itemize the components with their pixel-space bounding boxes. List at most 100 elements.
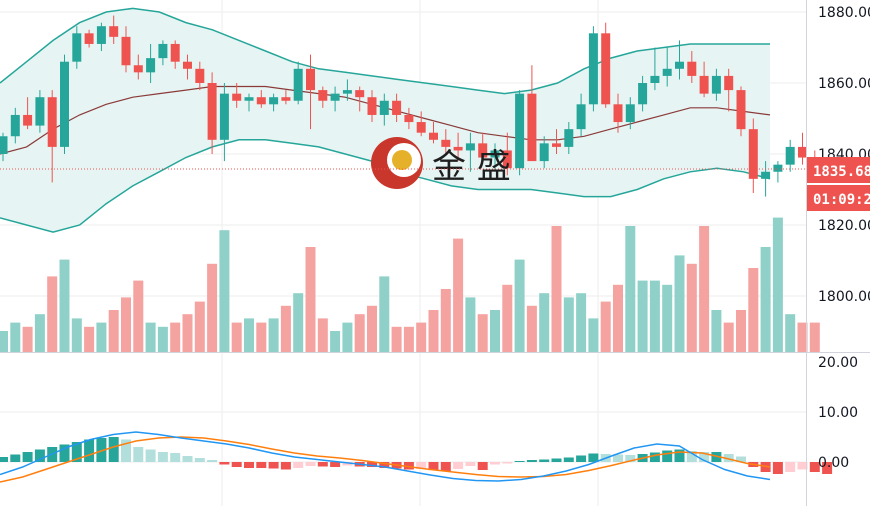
macd-histogram-bar <box>711 452 722 462</box>
candle-body <box>195 68 205 83</box>
volume-bar <box>748 268 759 352</box>
candle-body <box>798 146 807 158</box>
candle-body <box>35 97 45 126</box>
volume-bar <box>625 226 636 352</box>
volume-bar <box>59 259 70 352</box>
candle-body <box>23 114 33 126</box>
macd-histogram-bar <box>809 462 820 472</box>
candle-body <box>588 33 598 105</box>
volume-bar <box>772 217 783 352</box>
candle-body <box>638 83 648 105</box>
macd-histogram-bar <box>551 458 562 462</box>
candle-body <box>0 136 8 154</box>
volume-bar <box>170 322 181 352</box>
macd-histogram-bar <box>84 439 95 462</box>
volume-bar <box>637 280 648 352</box>
volume-bar <box>379 276 390 352</box>
volume-bar <box>711 310 722 352</box>
price-tick-label: 1860.00 <box>818 76 870 92</box>
macd-histogram-bar <box>121 439 131 462</box>
candle-body <box>453 146 463 151</box>
candle-body <box>121 36 131 66</box>
macd-histogram-bar <box>0 457 8 462</box>
bollinger-fill <box>0 8 770 233</box>
macd-histogram-bar <box>403 462 414 470</box>
volume-bar <box>613 284 623 352</box>
macd-histogram-bar <box>490 462 500 465</box>
candle-body <box>773 164 783 172</box>
macd-histogram-bar <box>108 437 119 462</box>
volume-bar <box>428 310 439 352</box>
volume-bar <box>354 314 365 352</box>
candle-body <box>441 139 451 147</box>
candle-body <box>650 75 660 83</box>
candlesticks[interactable] <box>0 15 820 197</box>
volume-bar <box>47 276 58 352</box>
volume-bar <box>797 322 808 352</box>
candle-body <box>662 68 672 76</box>
macd-tick-label: 10.00 <box>818 405 858 421</box>
candle-body <box>502 150 512 169</box>
candle-body <box>330 93 340 101</box>
candle-body <box>711 75 721 94</box>
candle-body <box>736 90 746 130</box>
candle-body <box>183 61 192 69</box>
volume-bar <box>0 331 8 352</box>
candle-body <box>47 97 57 147</box>
macd-histogram-bar <box>649 452 660 462</box>
macd-histogram-bar <box>207 460 218 462</box>
macd-histogram-bar <box>723 454 734 462</box>
candle-body <box>342 90 352 94</box>
macd-histogram-bar <box>244 462 254 468</box>
volume-bar <box>502 284 513 352</box>
volume-bar <box>219 230 230 352</box>
volume-bar <box>145 322 156 352</box>
volume-bar <box>563 297 574 352</box>
volume-bar <box>182 314 193 352</box>
candle-body <box>318 90 328 101</box>
candle-body <box>256 97 266 105</box>
volume-bar <box>256 322 267 352</box>
macd-line <box>0 431 771 482</box>
volume-bar <box>699 226 710 352</box>
macd-histogram-bar <box>514 461 525 462</box>
price-tick-label: 1880.00 <box>818 5 870 21</box>
macd-histogram-bar <box>145 449 156 462</box>
volume-bar <box>96 322 107 352</box>
candle-body <box>724 75 734 91</box>
macd-tick-label: 0.00 <box>818 455 849 471</box>
volume-bar <box>403 326 414 352</box>
volume-bar <box>121 297 131 352</box>
macd-histogram-bar <box>157 452 168 462</box>
macd-histogram-bar <box>293 462 304 468</box>
macd-histogram-bar <box>256 462 267 468</box>
candle-body <box>675 61 684 69</box>
macd-histogram-bar <box>785 462 796 472</box>
volume-bar <box>268 318 279 352</box>
candle-body <box>625 104 635 123</box>
price-axis: 1880.001860.001840.001820.001800.00 <box>818 5 870 305</box>
volume-bar <box>465 297 476 352</box>
macd-histogram-bar <box>305 462 316 466</box>
candle-body <box>392 100 402 115</box>
volume-bar <box>231 322 242 352</box>
macd-histogram-bar <box>539 459 550 462</box>
macd-histogram-bar <box>170 453 181 462</box>
macd-histogram-bar <box>317 462 328 467</box>
volume-bar <box>551 226 562 352</box>
volume-bar <box>207 263 218 352</box>
macd-histogram-bar <box>625 455 636 462</box>
candle-body <box>72 33 82 62</box>
volume-bar <box>809 322 820 352</box>
volume-bar <box>662 284 673 352</box>
volume-bar <box>440 289 451 352</box>
macd-histogram-bar <box>22 452 33 462</box>
macd-histogram-bar <box>416 462 427 469</box>
volume-bar <box>649 280 660 352</box>
volume-bar <box>71 318 82 352</box>
countdown-label: 01:09:22 <box>813 192 870 208</box>
volume-bar <box>293 293 304 352</box>
volume-bar <box>736 310 746 352</box>
candle-body <box>133 65 143 73</box>
macd-histogram-bar <box>34 449 45 462</box>
